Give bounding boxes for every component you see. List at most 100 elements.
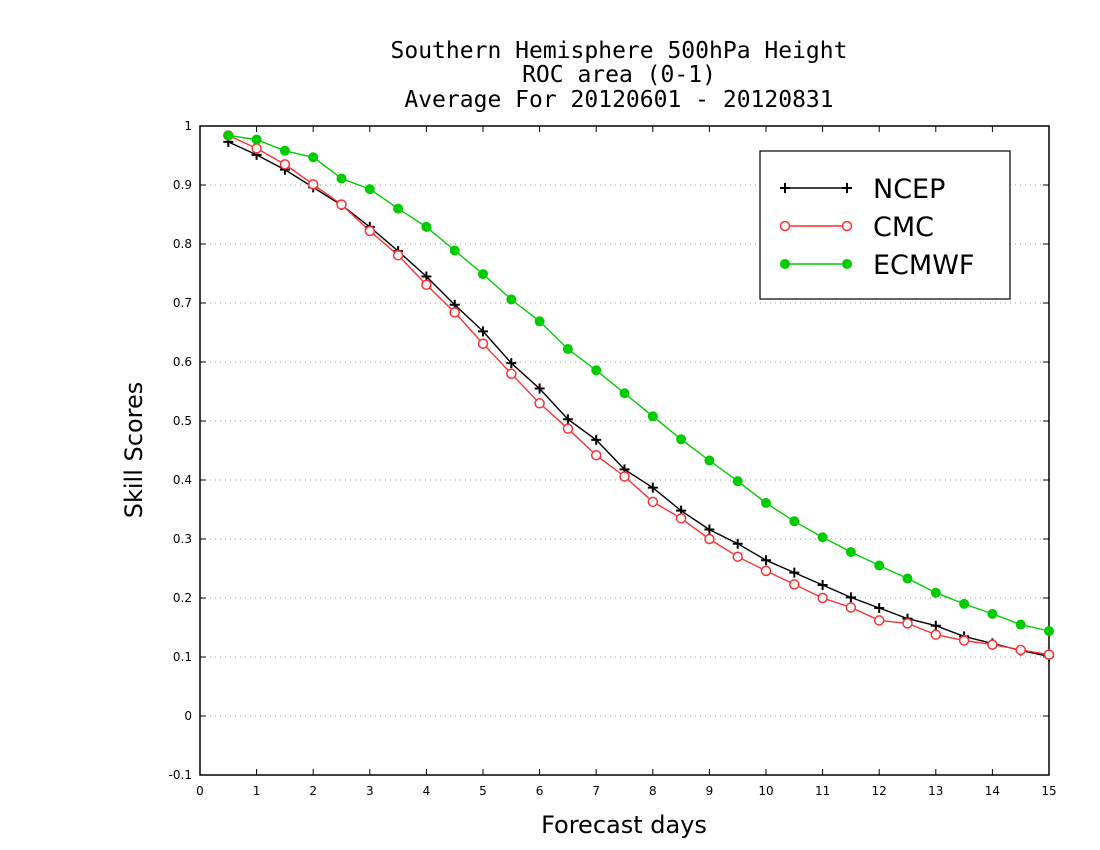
data-point-cmc [987, 639, 998, 650]
data-series [223, 130, 1055, 662]
data-point-cmc [817, 592, 828, 604]
data-point-cmc [1043, 649, 1055, 660]
legend-marker-cmc [841, 220, 853, 232]
data-point-ecmwf [364, 184, 375, 195]
data-point-ncep [506, 358, 517, 369]
data-point-cmc [619, 471, 630, 482]
data-point-ecmwf [562, 344, 573, 355]
data-point-ncep [874, 603, 885, 614]
data-point-cmc [307, 179, 319, 190]
x-tick-label: 3 [366, 784, 374, 798]
y-tick-label: 0.5 [173, 414, 192, 428]
data-point-cmc [506, 368, 517, 380]
y-tick-label: 0.4 [173, 473, 192, 487]
data-point-ncep [478, 326, 488, 337]
x-tick-label: 0 [196, 784, 204, 798]
data-point-cmc [902, 618, 913, 629]
data-point-ecmwf [478, 269, 488, 280]
y-tick-label: 0.9 [173, 178, 192, 192]
data-point-ecmwf [534, 316, 545, 327]
data-point-cmc [449, 307, 460, 318]
legend-label-ecmwf: ECMWF [873, 250, 974, 281]
data-point-cmc [279, 159, 291, 170]
legend-label-ncep: NCEP [873, 174, 945, 205]
legend-marker-ecmwf [780, 259, 790, 269]
data-point-cmc [873, 615, 885, 626]
data-point-ecmwf [845, 546, 856, 557]
data-point-ncep [845, 592, 856, 603]
data-point-ecmwf [647, 411, 658, 422]
x-tick-label: 14 [985, 784, 1000, 798]
data-point-cmc [477, 338, 489, 349]
data-point-ncep [534, 383, 545, 394]
y-axis-title: Skill Scores [120, 382, 148, 519]
x-tick-label: 15 [1041, 784, 1056, 798]
data-point-ecmwf [1044, 626, 1054, 637]
x-tick-label: 4 [423, 784, 431, 798]
chart-title-line-1: Southern Hemisphere 500hPa Height [391, 38, 848, 64]
y-tick-label: 0.7 [173, 296, 192, 310]
legend: NCEP CMC ECMWF [759, 150, 1011, 300]
legend-marker-ecmwf [842, 259, 852, 269]
data-point-cmc [534, 398, 545, 409]
x-tick-label: 7 [592, 784, 600, 798]
y-tick-label: 0.8 [173, 237, 192, 251]
data-point-ncep [591, 434, 602, 445]
data-point-cmc [421, 279, 432, 290]
series-cmc [223, 130, 1055, 660]
x-axis-title: Forecast days [541, 811, 707, 839]
y-tick-label: 1 [184, 119, 192, 133]
x-tick-label: 11 [815, 784, 830, 798]
data-point-cmc [789, 579, 800, 590]
data-point-ncep [761, 555, 771, 566]
data-point-ecmwf [279, 145, 290, 156]
data-point-cmc [675, 513, 687, 524]
x-tick-label: 6 [536, 784, 544, 798]
data-point-ecmwf [421, 221, 432, 232]
data-point-ecmwf [676, 434, 687, 445]
data-point-cmc [958, 635, 970, 646]
legend-marker-cmc [779, 220, 791, 232]
data-point-ncep [789, 567, 800, 578]
y-tick-label: 0.6 [173, 355, 192, 369]
data-point-ncep [562, 414, 573, 425]
x-tick-label: 9 [706, 784, 714, 798]
data-point-ecmwf [930, 587, 941, 598]
data-point-cmc [251, 143, 262, 154]
data-point-cmc [590, 449, 602, 461]
data-point-cmc [930, 629, 942, 640]
x-tick-label: 2 [309, 784, 317, 798]
data-point-ecmwf [789, 516, 800, 527]
x-tick-label: 8 [649, 784, 657, 798]
axis-ticks: -0.100.10.20.30.40.50.60.70.80.910 1 2 3 4 5 6… [169, 119, 1057, 798]
data-point-cmc [760, 565, 772, 577]
x-tick-label: 13 [928, 784, 943, 798]
data-point-ncep [704, 524, 715, 535]
data-point-ecmwf [987, 608, 998, 619]
data-point-cmc [704, 533, 715, 545]
data-point-ecmwf [959, 598, 970, 609]
data-point-ecmwf [449, 245, 460, 256]
data-point-ecmwf [506, 294, 517, 305]
y-tick-label: 0.1 [173, 650, 192, 664]
y-tick-label: 0.3 [173, 532, 192, 546]
data-point-cmc [364, 225, 376, 237]
legend-label-cmc: CMC [873, 212, 934, 243]
data-point-ecmwf [336, 173, 347, 184]
legend-box [759, 150, 1011, 300]
data-point-ncep [647, 482, 658, 493]
data-point-ecmwf [308, 152, 319, 163]
data-point-cmc [392, 249, 404, 261]
series-ecmwf [223, 130, 1054, 637]
data-point-ecmwf [1015, 619, 1026, 630]
legend-marker-ncep [842, 183, 852, 193]
y-tick-label: 0 [184, 709, 192, 723]
data-point-ecmwf [761, 498, 771, 509]
x-tick-label: 5 [479, 784, 487, 798]
legend-marker-ncep [780, 183, 790, 193]
data-point-cmc [647, 496, 659, 508]
x-tick-label: 12 [872, 784, 887, 798]
chart-title-line-2: ROC area (0-1) [522, 62, 716, 88]
